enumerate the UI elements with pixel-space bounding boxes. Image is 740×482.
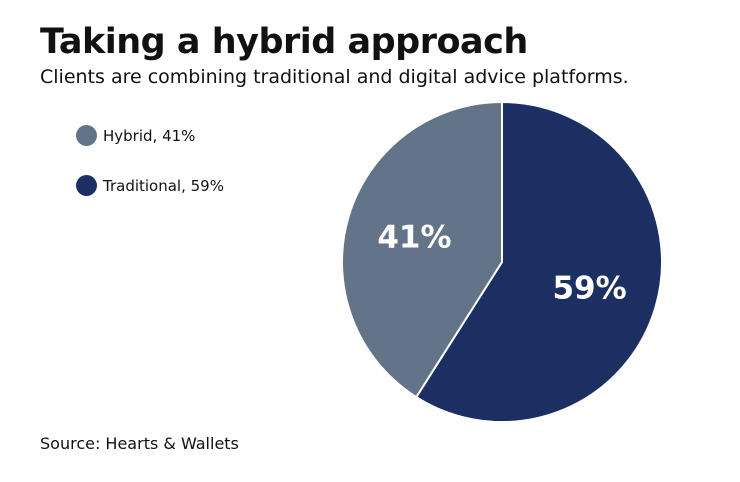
- data-label-hybrid: 41%: [377, 220, 451, 256]
- data-label-traditional: 59%: [552, 270, 626, 306]
- chart-title: Taking a hybrid approach: [40, 22, 528, 62]
- legend-label-traditional: Traditional, 59%: [103, 176, 224, 195]
- legend-item-hybrid: Hybrid, 41%: [76, 125, 195, 146]
- pie-slice-hybrid: [341, 100, 503, 399]
- chart-subtitle: Clients are combining traditional and di…: [40, 66, 629, 88]
- pie-slice-traditional: [414, 100, 663, 423]
- legend-swatch-traditional: [76, 175, 97, 196]
- legend-label-hybrid: Hybrid, 41%: [103, 126, 196, 145]
- legend-item-traditional: Traditional, 59%: [76, 175, 224, 196]
- source-note: Source: Hearts & Wallets: [40, 434, 239, 453]
- legend-swatch-hybrid: [76, 125, 97, 146]
